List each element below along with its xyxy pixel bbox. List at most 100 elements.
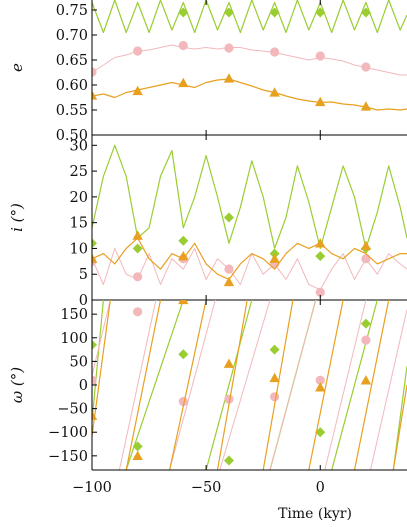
i-pink-line — [92, 247, 407, 291]
panel-e-data — [92, 0, 407, 111]
i-orange-marker-1 — [132, 230, 143, 240]
e-orange-marker-5 — [315, 96, 326, 107]
omega-ytick-label-1: −100 — [48, 425, 88, 441]
e-green-marker-2 — [269, 7, 280, 18]
omega-pink-segment-2 — [169, 300, 216, 470]
i-ytick-label-3: 15 — [70, 216, 88, 232]
e-orange-marker-6 — [360, 101, 372, 111]
e-ytick-label-2: 0.60 — [56, 78, 88, 94]
e-y-axis-title: e — [8, 63, 26, 72]
e-pink-marker-0 — [92, 67, 97, 77]
x-tick-label-0: −100 — [72, 480, 112, 496]
omega-pink-segment-1 — [118, 300, 157, 470]
omega-ytick-label-5: 100 — [60, 331, 88, 347]
x-tick-label-1: −50 — [191, 480, 222, 496]
omega-green-segment-1 — [125, 300, 184, 470]
i-green-line — [92, 144, 407, 249]
i-pink-marker-5 — [315, 287, 325, 297]
e-ytick-label-5: 0.75 — [56, 3, 88, 19]
panel-i: 0 5 10 15 20 25 30 i (°) — [8, 135, 407, 309]
i-green-marker-5 — [315, 251, 326, 262]
i-pink-marker-1 — [133, 272, 143, 282]
omega-orange-segment-5 — [308, 300, 344, 470]
i-green-marker-1 — [132, 243, 143, 254]
e-ytick-label-1: 0.55 — [56, 103, 88, 119]
e-orange-marker-2 — [178, 77, 189, 88]
i-ytick-label-0: 0 — [79, 293, 88, 309]
omega-orange-marker-0 — [92, 410, 98, 420]
panel-i-data — [92, 144, 407, 297]
panel-omega: −150 −100 −50 0 50 100 150 ω (°) — [8, 300, 407, 471]
e-ytick-label-4: 0.70 — [56, 28, 88, 44]
i-ytick-label-2: 10 — [70, 241, 88, 257]
omega-orange-segment-0 — [92, 300, 111, 441]
e-green-marker-3 — [315, 7, 326, 18]
omega-y-axis-title: ω (°) — [8, 367, 26, 403]
i-green-marker-3 — [223, 212, 234, 223]
i-orange-marker-4 — [269, 253, 280, 263]
panel-omega-data — [92, 300, 407, 470]
e-green-line — [92, 0, 407, 34]
omega-orange-marker-3 — [223, 358, 235, 368]
omega-pink-marker-0 — [92, 375, 97, 385]
omega-ytick-label-3: 0 — [79, 378, 88, 394]
omega-orange-marker-5 — [315, 382, 326, 392]
e-pink-line — [92, 44, 407, 76]
e-ytick-label-0: 0.50 — [56, 128, 88, 144]
omega-green-segment-4 — [331, 300, 378, 470]
e-orange-marker-0 — [92, 90, 98, 100]
omega-pink-marker-3 — [224, 394, 234, 404]
omega-pink-marker-5 — [315, 375, 325, 385]
omega-orange-marker-2 — [178, 300, 189, 305]
e-orange-marker-1 — [132, 85, 143, 96]
x-tick-labels: −100 −50 0 — [72, 480, 325, 496]
i-y-axis-title: i (°) — [8, 203, 26, 232]
e-pink-marker-3 — [224, 43, 234, 53]
omega-green-marker-6 — [360, 318, 371, 329]
e-pink-marker-5 — [315, 51, 325, 61]
omega-green-marker-1 — [132, 441, 143, 452]
omega-orange-segment-2 — [169, 300, 207, 470]
e-green-marker-1 — [223, 7, 234, 18]
panels-group: 0.50 0.55 0.60 0.65 0.70 0.75 e 0 5 10 15 20 25 30 i (… — [8, 0, 407, 496]
omega-pink-marker-2 — [178, 396, 188, 407]
e-pink-marker-4 — [270, 47, 280, 57]
omega-ytick-label-6: 150 — [60, 307, 88, 323]
i-orange-marker-3 — [223, 276, 235, 287]
i-orange-marker-6 — [360, 240, 372, 251]
omega-orange-segment-7 — [392, 384, 407, 470]
e-orange-marker-4 — [269, 87, 280, 97]
omega-pink-segment-5 — [324, 300, 367, 470]
omega-pink-marker-1 — [133, 307, 143, 317]
omega-orange-segment-1 — [125, 300, 162, 470]
x-axis-title: Time (kyr) — [278, 506, 352, 522]
omega-green-marker-5 — [315, 427, 326, 438]
i-orange-marker-5 — [315, 238, 326, 248]
omega-ytick-label-0: −150 — [48, 449, 88, 465]
omega-green-marker-3 — [223, 455, 234, 466]
omega-ytick-label-2: −50 — [57, 402, 88, 418]
omega-orange-marker-4 — [269, 372, 280, 383]
i-orange-marker-2 — [178, 250, 189, 261]
i-ytick-label-6: 30 — [70, 138, 88, 154]
e-ytick-label-3: 0.65 — [56, 53, 88, 69]
x-tick-label-2: 0 — [316, 480, 325, 496]
omega-pink-marker-4 — [270, 392, 280, 402]
omega-green-marker-0 — [92, 339, 97, 350]
i-orange-marker-0 — [92, 253, 98, 263]
e-green-marker-4 — [360, 7, 371, 18]
e-pink-marker-6 — [361, 62, 371, 72]
omega-pink-segment-6 — [370, 309, 407, 470]
panel-e: 0.50 0.55 0.60 0.65 0.70 0.75 e — [8, 0, 407, 144]
i-pink-marker-6 — [361, 254, 371, 264]
omega-pink-segment-0 — [92, 300, 111, 378]
i-orange-line — [92, 237, 407, 280]
e-pink-marker-1 — [133, 46, 143, 56]
i-pink-marker-3 — [224, 264, 234, 274]
i-ytick-label-1: 5 — [79, 267, 88, 283]
i-green-marker-2 — [178, 235, 189, 246]
omega-green-marker-4 — [269, 344, 280, 355]
omega-green-marker-2 — [178, 349, 189, 360]
omega-orange-segment-4 — [262, 300, 294, 470]
